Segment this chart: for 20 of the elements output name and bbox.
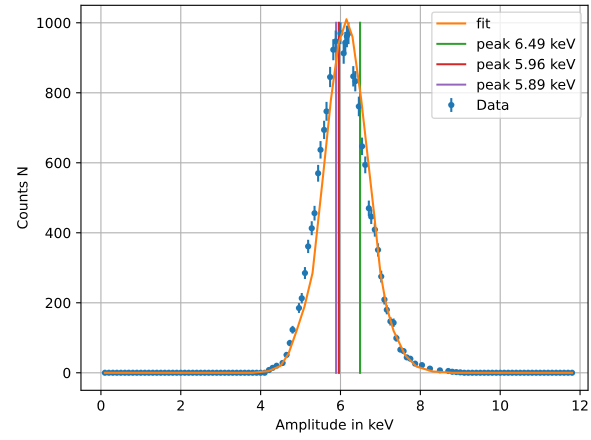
x-tick-label: 0 [97,400,104,411]
x-tick-label: 2 [177,400,184,411]
y-axis-title: Counts N [17,168,28,229]
y-tick-label: 200 [46,298,70,308]
y-tick-label: 0 [63,368,70,378]
x-tick-label: 4 [256,400,264,411]
legend-label: peak 5.96 keV [478,58,576,72]
y-tick-label: 400 [45,228,70,238]
y-tick-label: 1000 [37,18,70,28]
y-tick-label: 800 [46,88,70,98]
y-tick-label: 600 [46,158,70,168]
legend-label: peak 6.49 keV [478,38,576,52]
x-tick-label: 6 [337,400,344,411]
legend-label: peak 5.89 keV [478,78,576,92]
x-tick-label: 10 [492,400,508,411]
x-tick-label: 8 [416,400,424,411]
legend-label: Data [478,100,508,110]
x-axis-title: Amplitude in keV [275,419,394,432]
x-tick-label: 12 [572,400,588,411]
legend-label: fit [476,18,490,28]
